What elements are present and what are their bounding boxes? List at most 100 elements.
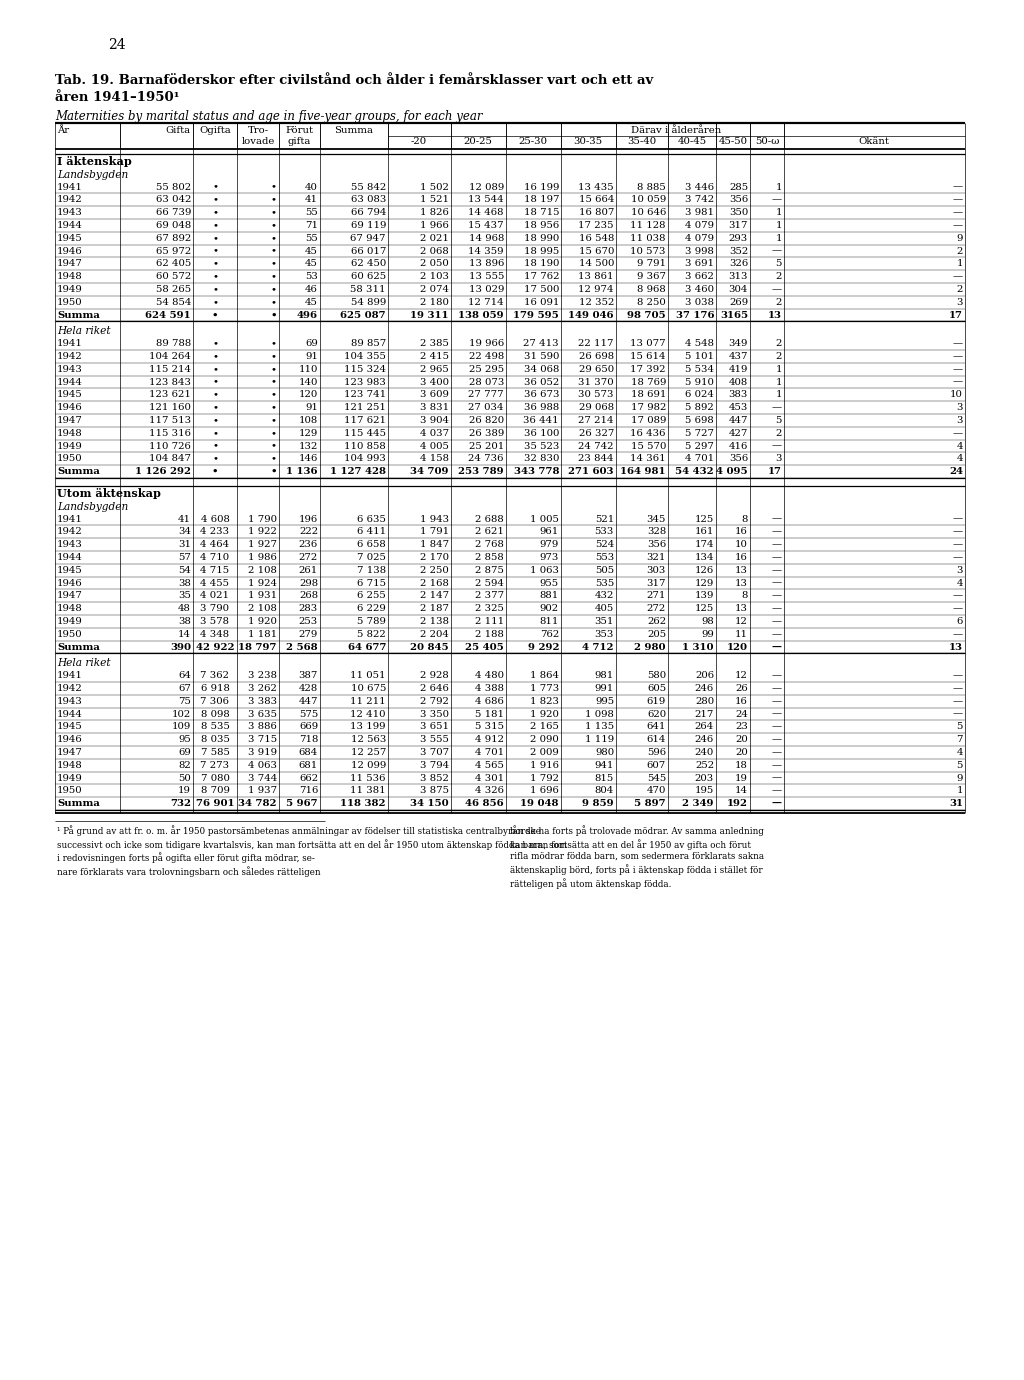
Text: 69 119: 69 119	[350, 221, 386, 230]
Text: 67 947: 67 947	[350, 233, 386, 243]
Text: —: —	[953, 182, 963, 192]
Text: 13 435: 13 435	[579, 182, 614, 192]
Text: —: —	[772, 578, 782, 588]
Text: 1 126 292: 1 126 292	[135, 468, 191, 476]
Text: 18 769: 18 769	[631, 378, 666, 386]
Text: 1941: 1941	[57, 339, 83, 348]
Text: —: —	[953, 378, 963, 386]
Text: 31: 31	[178, 540, 191, 549]
Text: 1944: 1944	[57, 221, 83, 230]
Text: 11 536: 11 536	[350, 774, 386, 782]
Text: 65 972: 65 972	[156, 247, 191, 255]
Text: —: —	[953, 196, 963, 204]
Text: 5 534: 5 534	[685, 364, 714, 374]
Text: 351: 351	[595, 617, 614, 627]
Text: 545: 545	[647, 774, 666, 782]
Text: 1942: 1942	[57, 527, 83, 537]
Text: —: —	[953, 684, 963, 693]
Text: 575: 575	[299, 709, 318, 719]
Text: 19: 19	[178, 787, 191, 795]
Text: 3 794: 3 794	[420, 760, 449, 770]
Text: 19 966: 19 966	[469, 339, 504, 348]
Text: 18: 18	[735, 760, 748, 770]
Text: —: —	[953, 592, 963, 600]
Text: —: —	[953, 553, 963, 562]
Text: 16 436: 16 436	[631, 429, 666, 437]
Text: —: —	[953, 515, 963, 523]
Text: 123 741: 123 741	[344, 391, 386, 399]
Text: 45: 45	[305, 259, 318, 268]
Text: 2: 2	[775, 298, 782, 306]
Text: 63 042: 63 042	[156, 196, 191, 204]
Text: 447: 447	[299, 697, 318, 705]
Text: 3 446: 3 446	[685, 182, 714, 192]
Text: Summa: Summa	[57, 799, 100, 809]
Text: 5 897: 5 897	[635, 799, 666, 809]
Text: 2 204: 2 204	[420, 629, 449, 639]
Text: 1 916: 1 916	[530, 760, 559, 770]
Text: 4 480: 4 480	[475, 671, 504, 680]
Text: 11 381: 11 381	[350, 787, 386, 795]
Text: 15 670: 15 670	[579, 247, 614, 255]
Text: 4 063: 4 063	[248, 760, 278, 770]
Text: 1 922: 1 922	[248, 527, 278, 537]
Text: •: •	[271, 182, 278, 192]
Text: 1941: 1941	[57, 671, 83, 680]
Text: 995: 995	[595, 697, 614, 705]
Text: 4 464: 4 464	[201, 540, 229, 549]
Text: 48: 48	[178, 604, 191, 613]
Text: Summa: Summa	[335, 126, 374, 135]
Text: 45-50: 45-50	[719, 137, 748, 146]
Text: 5 789: 5 789	[357, 617, 386, 627]
Text: 2 621: 2 621	[475, 527, 504, 537]
Text: Tro-: Tro-	[248, 126, 268, 135]
Text: 1948: 1948	[57, 429, 83, 437]
Text: —: —	[953, 697, 963, 705]
Text: 6 635: 6 635	[357, 515, 386, 523]
Text: 304: 304	[729, 286, 748, 294]
Text: 1 847: 1 847	[420, 540, 449, 549]
Text: 3 744: 3 744	[248, 774, 278, 782]
Text: •: •	[271, 454, 278, 464]
Text: 4: 4	[956, 578, 963, 588]
Text: —: —	[772, 787, 782, 795]
Text: 35-40: 35-40	[628, 137, 656, 146]
Text: 4: 4	[956, 748, 963, 758]
Text: 285: 285	[729, 182, 748, 192]
Text: 4 301: 4 301	[475, 774, 504, 782]
Text: 3 919: 3 919	[248, 748, 278, 758]
Text: 350: 350	[729, 208, 748, 217]
Text: 123 983: 123 983	[344, 378, 386, 386]
Text: —: —	[772, 286, 782, 294]
Text: 387: 387	[299, 671, 318, 680]
Text: 108: 108	[299, 415, 318, 425]
Text: 2 875: 2 875	[475, 566, 504, 575]
Text: 12 352: 12 352	[579, 298, 614, 306]
Text: 20 845: 20 845	[411, 643, 449, 651]
Text: 12 714: 12 714	[468, 298, 504, 306]
Text: 1: 1	[956, 787, 963, 795]
Text: —: —	[772, 799, 782, 809]
Text: —: —	[772, 684, 782, 693]
Text: 1 119: 1 119	[585, 736, 614, 744]
Text: 1946: 1946	[57, 403, 83, 413]
Text: —: —	[953, 339, 963, 348]
Text: 280: 280	[695, 697, 714, 705]
Text: 120: 120	[299, 391, 318, 399]
Text: 45: 45	[305, 247, 318, 255]
Text: 22 117: 22 117	[579, 339, 614, 348]
Text: 1 181: 1 181	[248, 629, 278, 639]
Text: 46 856: 46 856	[465, 799, 504, 809]
Text: 123 843: 123 843	[150, 378, 191, 386]
Text: År: År	[57, 126, 70, 135]
Text: 4 608: 4 608	[201, 515, 229, 523]
Text: 1 310: 1 310	[683, 643, 714, 651]
Text: 104 993: 104 993	[344, 454, 386, 464]
Text: 3 383: 3 383	[248, 697, 278, 705]
Text: 25 295: 25 295	[469, 364, 504, 374]
Text: 26 389: 26 389	[469, 429, 504, 437]
Text: 496: 496	[297, 310, 318, 320]
Text: 2 021: 2 021	[420, 233, 449, 243]
Text: 58 311: 58 311	[350, 286, 386, 294]
Text: 121 160: 121 160	[150, 403, 191, 413]
